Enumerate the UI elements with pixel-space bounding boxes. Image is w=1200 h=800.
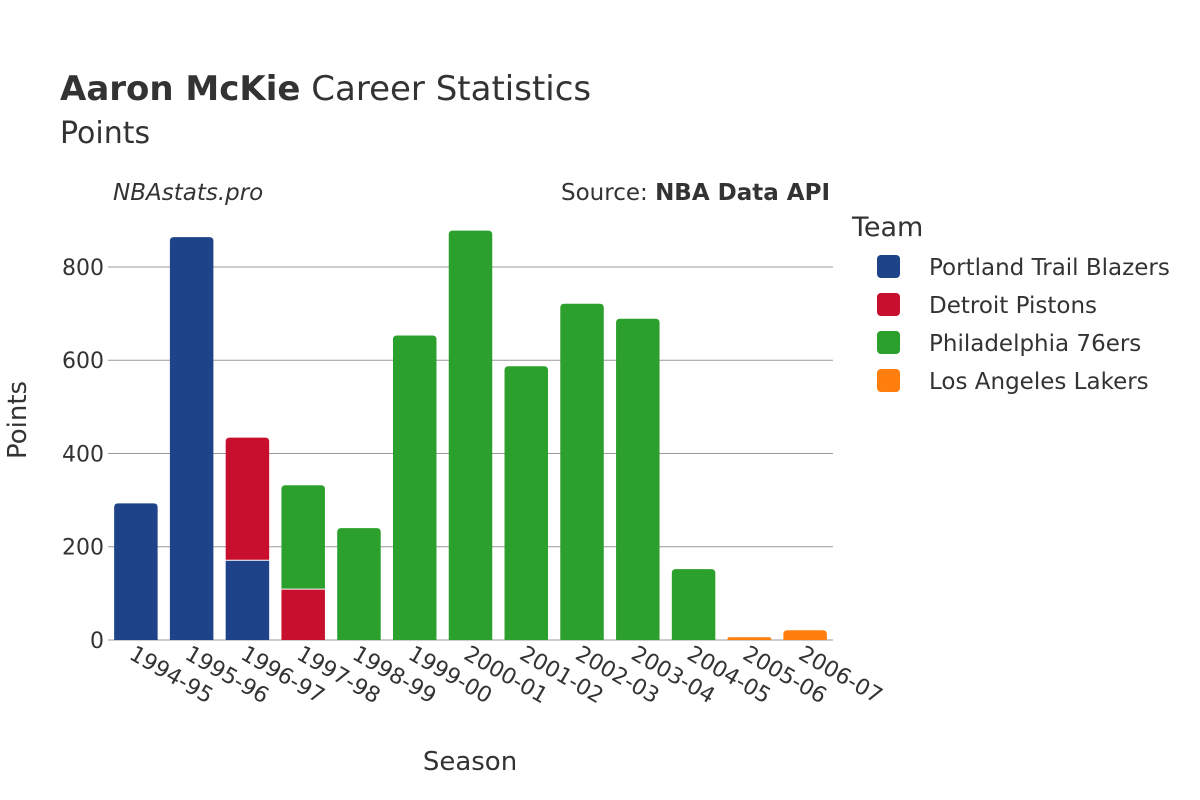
x-tick-labels: 1994-951995-961996-971997-981998-991999-… [125,642,886,710]
legend-title: Team [851,212,923,243]
legend-label-los-angeles-lakers: Los Angeles Lakers [929,369,1149,395]
bar-2001-02-philadelphia-76ers [504,366,549,640]
legend: Portland Trail Blazers Detroit Pistons Phi… [877,255,1170,395]
y-tick-label: 0 [90,629,104,654]
source-name: NBA Data API [655,180,830,206]
bar-2002-03-philadelphia-76ers [560,303,604,640]
bar-1995-96-portland-trail-blazers [169,237,214,640]
y-axis-title: Points [3,381,33,459]
y-tick-label: 600 [62,349,104,374]
source-text: Source: NBA Data API [561,180,830,206]
bar-1994-95-portland-trail-blazers [114,503,158,640]
title-player-name: Aaron McKie [60,69,300,109]
y-tick-label: 200 [62,536,104,561]
bars [114,230,827,640]
bar-1997-98-philadelphia-76ers [281,485,325,589]
chart-subtitle: Points [60,116,150,151]
bar-1997-98-detroit-pistons [281,589,325,640]
bar-2000-01-philadelphia-76ers [448,230,493,640]
bar-2004-05-philadelphia-76ers [671,569,716,640]
legend-label-detroit-pistons: Detroit Pistons [929,293,1097,319]
watermark: NBAstats.pro [113,180,263,206]
bar-1996-97-detroit-pistons [225,437,270,560]
legend-swatch-detroit-pistons [877,293,900,316]
chart-title: Aaron McKie Career Statistics [60,69,591,109]
legend-swatch-los-angeles-lakers [877,369,900,392]
x-axis-title: Season [423,747,517,777]
legend-label-philadelphia-76ers: Philadelphia 76ers [929,331,1141,357]
bar-2006-07-los-angeles-lakers [783,630,827,640]
title-rest: Career Statistics [300,69,591,109]
bar-1998-99-philadelphia-76ers [337,528,381,640]
bar-1999-00-philadelphia-76ers [392,335,437,640]
legend-swatch-portland-trail-blazers [877,255,900,278]
legend-swatch-philadelphia-76ers [877,331,900,354]
y-tick-label: 800 [62,256,104,281]
legend-label-portland-trail-blazers: Portland Trail Blazers [929,255,1170,281]
y-tick-labels: 0 200 400 600 800 [62,256,104,654]
bar-1996-97-portland-trail-blazers [225,560,270,640]
bar-2005-06-los-angeles-lakers [727,637,772,640]
bar-2003-04-philadelphia-76ers [616,318,660,640]
y-tick-label: 400 [62,442,104,467]
source-prefix: Source: [561,180,655,206]
